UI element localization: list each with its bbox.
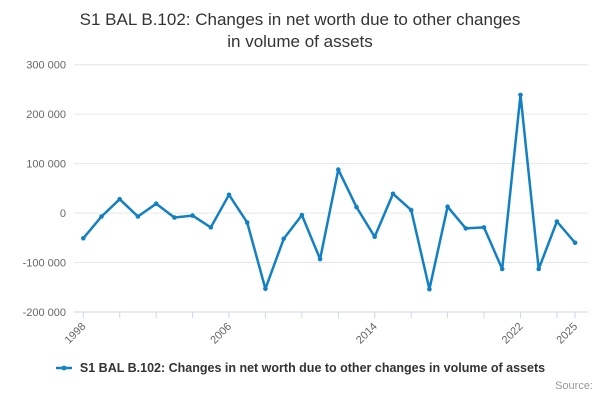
legend[interactable]: S1 BAL B.102: Changes in net worth due t… xyxy=(0,361,600,375)
data-point-marker[interactable] xyxy=(99,214,104,219)
data-point-marker[interactable] xyxy=(135,214,141,219)
data-point-marker[interactable] xyxy=(572,240,578,246)
data-point-marker[interactable] xyxy=(117,196,122,202)
chart-title-line2: in volume of assets xyxy=(227,32,373,51)
data-point-marker[interactable] xyxy=(408,207,414,213)
legend-line-marker-icon xyxy=(55,365,72,371)
x-tick-label: 2006 xyxy=(208,321,234,347)
data-point-marker[interactable] xyxy=(354,204,359,210)
chart-title-line1: S1 BAL B.102: Changes in net worth due t… xyxy=(79,10,521,29)
data-point-marker[interactable] xyxy=(153,201,159,206)
y-tick-label: 0 xyxy=(60,208,66,220)
data-point-marker[interactable] xyxy=(263,286,268,292)
data-point-marker[interactable] xyxy=(372,234,378,240)
data-point-marker[interactable] xyxy=(445,204,450,209)
x-tick-label: 1998 xyxy=(63,321,89,347)
chart-title: S1 BAL B.102: Changes in net worth due t… xyxy=(0,9,600,53)
legend-label: S1 BAL B.102: Changes in net worth due t… xyxy=(79,361,546,375)
y-tick-label: -100 000 xyxy=(23,258,66,270)
data-point-marker[interactable] xyxy=(499,266,505,272)
series-line xyxy=(82,93,577,291)
x-tick-label: 2014 xyxy=(354,321,380,347)
data-point-marker[interactable] xyxy=(226,192,232,198)
source-credits[interactable]: Source: xyxy=(555,380,593,392)
data-point-marker[interactable] xyxy=(554,219,560,224)
data-point-marker[interactable] xyxy=(390,191,396,197)
data-point-marker[interactable] xyxy=(190,213,195,218)
data-point-marker[interactable] xyxy=(427,286,432,292)
data-point-marker[interactable] xyxy=(463,226,469,231)
x-tick-label: 2025 xyxy=(554,321,580,347)
data-point-marker[interactable] xyxy=(336,167,341,172)
data-point-marker[interactable] xyxy=(518,92,523,98)
y-tick-label: 100 000 xyxy=(26,159,66,171)
data-point-marker[interactable] xyxy=(536,266,541,272)
data-point-marker[interactable] xyxy=(317,256,323,262)
data-point-marker[interactable] xyxy=(244,220,250,225)
data-point-marker[interactable] xyxy=(208,225,214,230)
data-point-marker[interactable] xyxy=(281,236,287,242)
y-tick-label: -200 000 xyxy=(23,307,66,319)
line-chart-plot-area: -200 000 -100 000 0 100 000 200 000 300 000 19… xyxy=(23,60,588,347)
x-tick-label: 2022 xyxy=(500,321,526,347)
data-point-marker[interactable] xyxy=(481,225,487,230)
data-point-marker[interactable] xyxy=(299,212,305,218)
data-point-marker[interactable] xyxy=(81,236,86,241)
y-tick-label: 300 000 xyxy=(26,60,66,72)
data-point-marker[interactable] xyxy=(172,215,177,220)
y-tick-label: 200 000 xyxy=(26,109,66,121)
